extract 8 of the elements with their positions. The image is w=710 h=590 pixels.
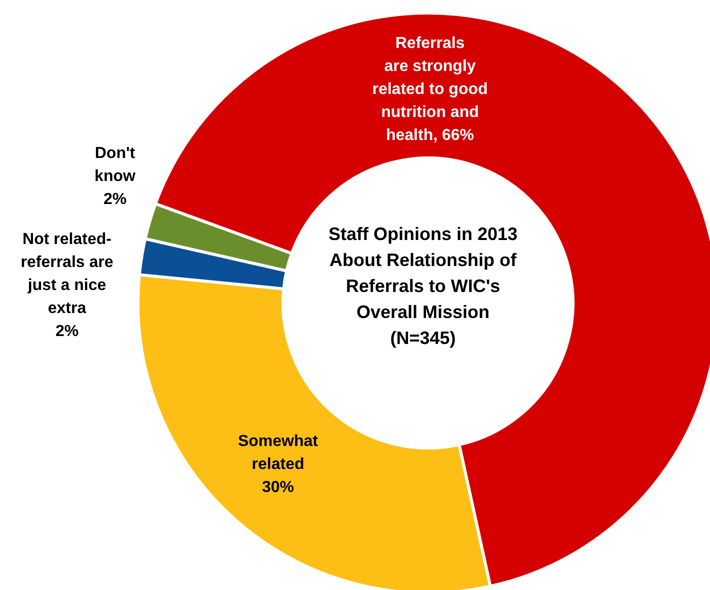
data-label: 30%	[262, 479, 294, 496]
data-label: 2%	[103, 191, 127, 208]
data-label: 2%	[55, 323, 79, 340]
text: Staff Opinions in 2013 About Relationship of Referrals to WIC's Overall Mission (N=345)	[328, 224, 518, 348]
slice-label: Somewhat related	[238, 433, 319, 473]
slice-label: Not related-referrals are just a nice extra	[20, 231, 114, 317]
slice-label: Referrals are strongly related to good nutrition and health, 66%	[372, 35, 488, 144]
slice-label: Don't know	[94, 145, 136, 185]
